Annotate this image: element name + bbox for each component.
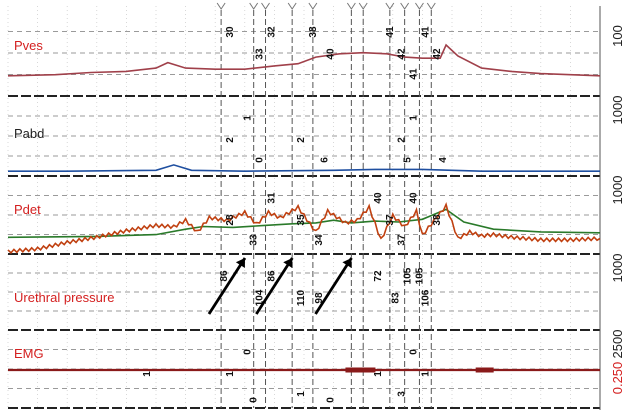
arrow-2 bbox=[255, 257, 294, 315]
event-marker-tick bbox=[400, 2, 410, 10]
event-marker-tick bbox=[287, 2, 297, 10]
event-marker-tick bbox=[249, 2, 259, 10]
event-marker-tick bbox=[346, 2, 356, 10]
trace-annotation: 2 bbox=[296, 137, 307, 143]
trace-annotation: 40 bbox=[373, 192, 384, 204]
trace-annotation: 1 bbox=[420, 371, 431, 377]
trace-annotation: 40 bbox=[408, 192, 419, 204]
trace-annotation: 41 bbox=[420, 26, 431, 38]
bottom-scale-label: 0.250 bbox=[610, 362, 625, 395]
trace-annotation: 38 bbox=[308, 26, 319, 38]
trace-annotation: 86 bbox=[219, 270, 230, 282]
trace-annotation: 105 bbox=[403, 267, 414, 284]
trace-annotation: 6 bbox=[320, 157, 331, 163]
channel-scale-label: 2500 bbox=[610, 330, 625, 359]
event-marker-tick bbox=[308, 2, 318, 10]
arrow-head bbox=[235, 258, 245, 268]
event-marker-tick bbox=[426, 2, 436, 10]
trace-annotation: 2 bbox=[225, 137, 236, 143]
event-marker-tick bbox=[358, 2, 368, 10]
trace-annotation: 4 bbox=[438, 157, 449, 163]
trace-annotation: 28 bbox=[225, 214, 236, 226]
trace-annotation: 1 bbox=[408, 115, 419, 121]
trace-annotation: 1 bbox=[225, 371, 236, 377]
pabd-trace bbox=[8, 164, 600, 173]
arrow-1 bbox=[207, 257, 247, 315]
trace-annotation: 30 bbox=[225, 26, 236, 38]
trace-annotation: 105 bbox=[414, 267, 425, 284]
trace-annotation: 0 bbox=[243, 349, 254, 355]
urethral-pressure-trace bbox=[7, 201, 601, 255]
event-marker-tick bbox=[216, 2, 226, 10]
trace-annotation: 1 bbox=[243, 115, 254, 121]
trace-annotation: 3 bbox=[397, 391, 408, 397]
trace-annotation: 106 bbox=[420, 289, 431, 306]
trace-annotation: 0 bbox=[255, 157, 266, 163]
trace-annotation: 37 bbox=[397, 234, 408, 246]
trace-annotation: 98 bbox=[314, 292, 325, 304]
event-marker-tick bbox=[385, 2, 395, 10]
channel-scale-label: 100 bbox=[610, 25, 625, 47]
channel-label-pabd: Pabd bbox=[14, 126, 45, 141]
trace-annotation: 33 bbox=[255, 48, 266, 60]
trace-annotation: 1 bbox=[296, 391, 307, 397]
trace-annotation: 31 bbox=[266, 192, 277, 204]
emg-burst bbox=[475, 367, 494, 373]
arrow-head bbox=[342, 258, 352, 268]
trace-annotation: 1 bbox=[373, 371, 384, 377]
trace-annotation: 42 bbox=[397, 48, 408, 60]
trace-annotation: 42 bbox=[432, 48, 443, 60]
chart-traces bbox=[7, 43, 601, 373]
trace-annotation: 0 bbox=[408, 349, 419, 355]
trace-annotation: 0 bbox=[249, 397, 260, 403]
event-marker-tick bbox=[261, 2, 270, 10]
chart-arrows bbox=[207, 257, 353, 315]
pdet-trace bbox=[7, 208, 601, 239]
channel-scale-label: 1000 bbox=[610, 96, 625, 125]
emg-burst bbox=[345, 367, 376, 373]
event-marker-tick bbox=[415, 2, 424, 10]
arrow-head bbox=[283, 258, 293, 268]
pves-trace bbox=[7, 43, 601, 77]
trace-annotation: 86 bbox=[266, 270, 277, 282]
trace-annotation: 33 bbox=[249, 234, 260, 246]
channel-label-pdet: Pdet bbox=[14, 202, 41, 217]
trace-annotation: 37 bbox=[385, 214, 396, 226]
trace-annotation: 1 bbox=[142, 371, 153, 377]
channel-scale-label: 1000 bbox=[610, 254, 625, 283]
trace-annotation: 2 bbox=[397, 137, 408, 143]
channel-scale-label: 1000 bbox=[610, 176, 625, 205]
trace-annotation: 41 bbox=[408, 68, 419, 80]
trace-annotation: 40 bbox=[326, 48, 337, 60]
arrow-3 bbox=[314, 257, 353, 315]
trace-annotation: 41 bbox=[385, 26, 396, 38]
trace-annotation: 83 bbox=[391, 292, 402, 304]
trace-annotation: 32 bbox=[266, 26, 277, 38]
channel-label-emg: EMG bbox=[14, 346, 44, 361]
trace-annotation: 72 bbox=[373, 270, 384, 282]
trace-annotation: 35 bbox=[296, 214, 307, 226]
trace-annotation: 110 bbox=[296, 289, 307, 306]
trace-annotation: 38 bbox=[432, 214, 443, 226]
trace-annotation: 104 bbox=[255, 289, 266, 306]
channel-label-urethral-pressure: Urethral pressure bbox=[14, 290, 115, 305]
trace-annotation: 5 bbox=[403, 157, 414, 163]
trace-annotation: 0 bbox=[326, 397, 337, 403]
channel-label-pves: Pves bbox=[14, 38, 43, 53]
trace-annotation: 34 bbox=[314, 234, 325, 246]
